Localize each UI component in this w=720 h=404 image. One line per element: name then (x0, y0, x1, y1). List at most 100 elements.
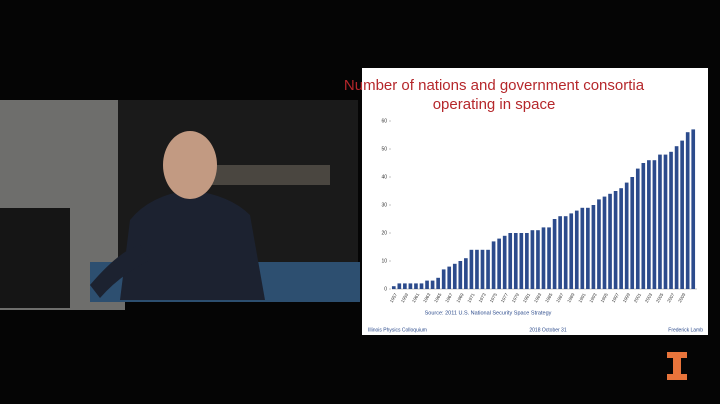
bar (519, 233, 524, 289)
bar (663, 154, 668, 289)
bar (414, 283, 418, 289)
bar (458, 261, 463, 289)
bar (425, 280, 429, 289)
x-tick-label: 1977 (500, 292, 510, 304)
bar (613, 191, 618, 289)
bar (691, 129, 696, 289)
x-tick-label: 1991 (577, 292, 587, 304)
bar (569, 213, 574, 289)
x-tick-label: 1983 (533, 292, 543, 304)
bar (602, 196, 607, 289)
bar (403, 283, 407, 289)
slide-title: Number of nations and government consort… (344, 77, 645, 94)
bar (513, 233, 518, 289)
x-tick-label: 1963 (422, 292, 432, 304)
bar (469, 249, 474, 289)
bar (635, 168, 640, 289)
footer-center: 2018 October 31 (529, 327, 566, 333)
bar (486, 249, 490, 289)
x-tick-label: 1981 (522, 292, 532, 304)
person-head (163, 131, 217, 199)
bar (436, 277, 440, 289)
x-tick-label: 1997 (611, 292, 621, 304)
x-tick-label: 1961 (411, 292, 421, 304)
bar (624, 182, 629, 289)
bar (480, 249, 485, 289)
x-tick-label: 1989 (566, 292, 576, 304)
bar (630, 177, 635, 289)
bar (475, 249, 479, 289)
bar (530, 230, 535, 289)
bar (574, 210, 579, 289)
bar (464, 258, 468, 289)
x-tick-label: 1965 (433, 292, 443, 304)
bar (619, 188, 623, 289)
bar (497, 238, 501, 289)
x-tick-label: 1995 (600, 292, 610, 304)
bar (669, 151, 673, 289)
y-tick-label: 50 (381, 146, 387, 152)
x-tick-label: 2009 (677, 292, 687, 304)
bar (586, 207, 590, 289)
bar (541, 227, 546, 289)
bar (547, 227, 551, 289)
person-body (120, 190, 265, 300)
x-tick-label: 1973 (478, 292, 488, 304)
bar (597, 199, 601, 289)
y-tick-label: 60 (381, 118, 387, 124)
x-tick-label: 1999 (622, 292, 632, 304)
x-tick-label: 1959 (400, 292, 410, 304)
bar (591, 205, 596, 289)
bar (508, 233, 513, 289)
person-arm (90, 245, 150, 298)
footer-right: Frederick Lamb (668, 327, 703, 333)
table (180, 165, 330, 185)
x-tick-label: 1967 (444, 292, 454, 304)
bar (447, 266, 452, 289)
bar (674, 146, 679, 289)
bar (552, 219, 557, 289)
bar (430, 280, 435, 289)
bar (641, 163, 646, 289)
bar (647, 160, 651, 289)
x-tick-label: 1993 (588, 292, 598, 304)
bar (558, 216, 562, 289)
x-tick-label: 1969 (455, 292, 465, 304)
y-tick-label: 40 (381, 174, 387, 180)
x-tick-label: 1975 (489, 292, 499, 304)
x-tick-label: 2007 (666, 292, 676, 304)
x-tick-label: 1985 (544, 292, 554, 304)
bar (452, 263, 457, 289)
monitor (0, 208, 70, 308)
x-tick-label: 1957 (389, 292, 399, 304)
x-tick-label: 1979 (511, 292, 521, 304)
bar (580, 207, 585, 289)
bar (652, 160, 657, 289)
bar (525, 233, 529, 289)
bar (502, 235, 507, 289)
bar (685, 132, 690, 289)
y-tick-label: 0 (384, 286, 387, 292)
footer-left: Illinois Physics Colloquium (368, 327, 427, 333)
bar (608, 193, 612, 289)
x-tick-label: 2003 (644, 292, 654, 304)
x-tick-label: 2005 (655, 292, 665, 304)
y-tick-label: 20 (381, 230, 387, 236)
source-note: Source: 2011 U.S. National Security Spac… (425, 310, 552, 316)
x-tick-label: 1971 (466, 292, 476, 304)
bar (419, 283, 424, 289)
y-tick-label: 10 (381, 258, 387, 264)
bar (563, 216, 568, 289)
x-tick-label: 1987 (555, 292, 565, 304)
x-tick-label: 2001 (633, 292, 643, 304)
bar (397, 283, 402, 289)
bar (680, 140, 684, 289)
bar (658, 154, 662, 289)
bar (491, 241, 496, 289)
bar (441, 269, 446, 289)
bar (536, 230, 540, 289)
bar (408, 283, 413, 289)
bar (391, 286, 396, 289)
slide-title: operating in space (433, 96, 556, 113)
